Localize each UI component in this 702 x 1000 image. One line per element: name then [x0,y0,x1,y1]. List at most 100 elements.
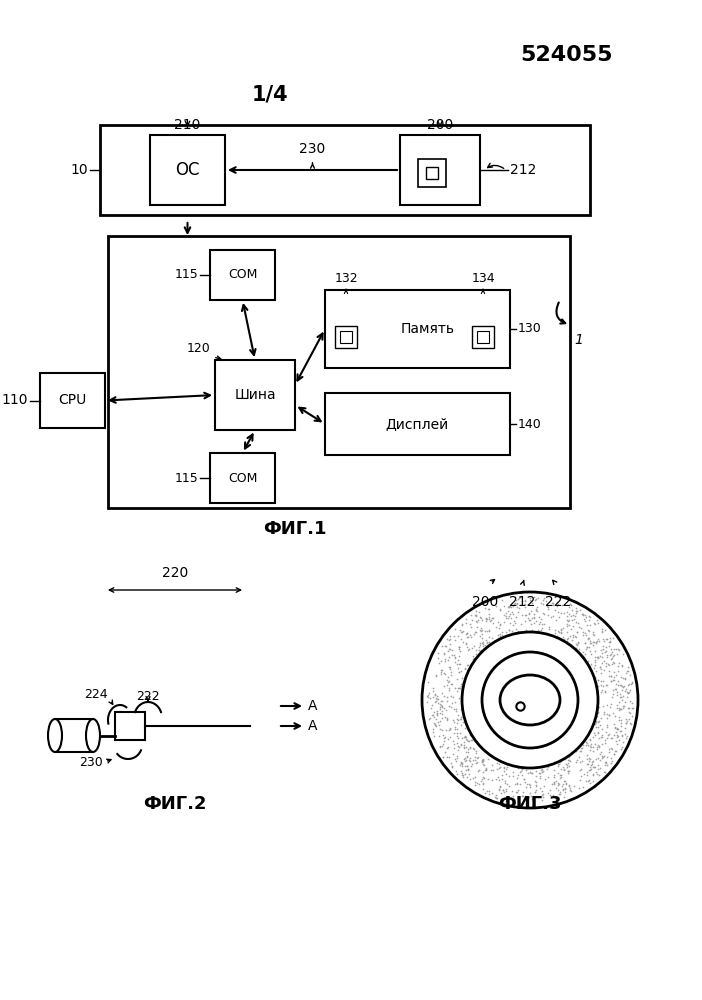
Point [430,687,441,703]
Point [491,790,502,806]
Point [536,787,548,803]
Point [578,644,589,660]
Point [434,699,445,715]
Point [571,640,582,656]
Point [526,595,538,611]
Point [463,741,474,757]
Point [600,658,611,674]
Point [520,762,531,778]
Point [553,624,564,640]
Point [434,728,445,744]
Point [463,761,474,777]
Point [478,638,489,654]
Point [456,736,467,752]
Point [617,698,628,714]
Point [542,599,553,615]
Point [460,728,471,744]
Point [432,714,444,730]
Point [611,697,623,713]
Point [583,623,595,639]
Point [505,599,517,615]
Point [591,708,602,724]
Point [559,605,570,621]
Point [527,793,538,809]
Point [478,764,489,780]
Point [484,629,495,645]
Point [563,749,574,765]
Point [514,600,525,616]
Point [622,700,633,716]
Point [607,689,618,705]
Point [452,671,463,687]
Point [524,590,536,606]
Point [607,682,618,698]
Point [571,637,583,653]
Point [498,782,509,798]
Point [585,656,597,672]
Point [548,608,559,624]
Point [621,711,632,727]
Point [531,601,542,617]
Point [575,762,586,778]
Point [444,722,455,738]
Point [458,769,469,785]
Point [548,787,559,803]
Point [601,724,612,740]
Point [479,757,490,773]
Point [508,764,519,780]
Point [605,730,616,746]
Point [620,681,631,697]
Point [587,739,598,755]
Point [591,649,602,665]
Point [590,663,601,679]
Point [581,641,592,657]
Point [451,715,463,731]
Point [538,590,550,606]
Point [588,627,600,643]
Point [463,752,475,768]
Point [449,736,460,752]
Point [458,729,469,745]
Point [590,751,602,767]
Point [464,771,475,787]
Point [475,620,486,636]
Point [508,768,519,784]
Point [576,743,587,759]
Point [592,724,603,740]
Point [458,734,470,750]
Point [577,779,588,795]
Point [471,755,482,771]
Point [531,613,542,629]
Point [581,737,592,753]
Point [586,756,597,772]
Point [590,727,601,743]
Point [444,661,455,677]
Point [551,594,562,610]
Point [581,617,592,633]
Point [604,699,616,715]
Point [607,644,618,660]
Point [442,749,453,765]
Point [625,676,637,692]
Point [575,743,586,759]
Point [433,655,444,671]
Point [585,751,596,767]
Point [470,646,481,662]
Point [581,627,592,643]
Point [517,788,529,804]
Point [598,704,609,720]
Point [454,711,465,727]
Point [584,643,595,659]
Point [538,616,550,632]
Point [441,711,452,727]
Point [564,758,575,774]
Point [542,785,553,801]
Point [459,714,470,730]
Point [428,689,439,705]
Point [468,648,479,664]
Point [453,664,465,680]
Point [449,621,461,637]
Point [573,615,584,631]
Point [456,755,468,771]
Point [437,706,448,722]
